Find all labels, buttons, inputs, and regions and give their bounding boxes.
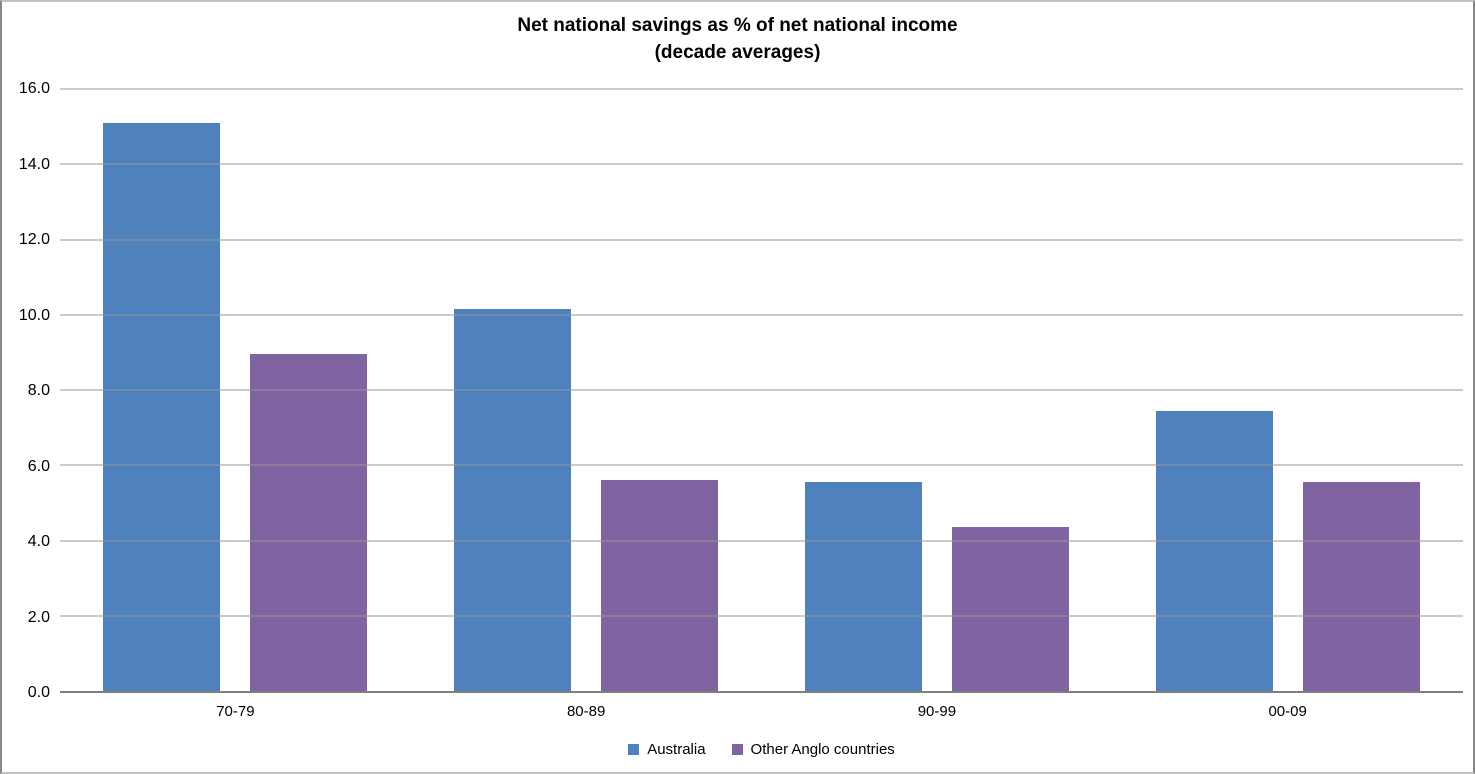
bar-group-00-09: [1112, 89, 1463, 691]
bar-group-80-89: [411, 89, 762, 691]
gridline-12.0: [60, 239, 1463, 240]
legend-item-other-anglo-countries: Other Anglo countries: [731, 740, 895, 758]
bar-group-90-99: [762, 89, 1113, 691]
legend-label: Australia: [647, 740, 706, 758]
y-axis-tick-label: 14.0: [18, 155, 50, 173]
chart-title-block: Net national savings as % of net nationa…: [2, 12, 1473, 66]
gridline-2.0: [60, 615, 1463, 617]
y-axis-tick-label: 10.0: [18, 306, 50, 324]
bar-australia-00-09: [1155, 410, 1273, 691]
bar-australia-90-99: [804, 482, 922, 691]
gridline-14.0: [60, 163, 1463, 165]
chart-title: Net national savings as % of net nationa…: [517, 15, 958, 36]
bar-australia-70-79: [103, 122, 221, 691]
chart-subtitle: (decade averages): [654, 42, 821, 63]
y-axis-tick-label: 16.0: [18, 80, 50, 97]
y-axis-tick-label: 12.0: [18, 231, 50, 248]
y-axis-tick-label: 8.0: [27, 382, 50, 399]
plot-area: [60, 88, 1463, 693]
bar-other-anglo-countries-90-99: [951, 527, 1069, 691]
bar-other-anglo-countries-70-79: [250, 354, 368, 691]
bars-layer: [60, 89, 1463, 691]
legend-swatch-icon: [628, 743, 640, 755]
legend: Australia Other Anglo countries: [60, 737, 1463, 761]
y-axis-tick-label: 6.0: [27, 457, 50, 475]
x-axis-tick-label: 80-89: [566, 703, 606, 720]
bar-other-anglo-countries-80-89: [601, 480, 718, 691]
legend-swatch-icon: [731, 743, 743, 755]
gridline-4.0: [60, 540, 1463, 541]
gridline-16.0: [60, 88, 1463, 90]
gridline-10.0: [60, 314, 1463, 316]
gridline-6.0: [60, 464, 1463, 466]
legend-label: Other Anglo countries: [750, 740, 895, 758]
y-axis: 0.0 2.0 4.0 6.0 8.0 10.0 12.0 14.0 16.0: [2, 81, 50, 701]
bar-australia-80-89: [454, 309, 572, 691]
legend-item-australia: Australia: [628, 740, 706, 758]
x-axis: 70-79 80-89 90-99 00-09: [60, 702, 1463, 722]
bar-group-70-79: [60, 89, 411, 691]
y-axis-tick-label: 4.0: [27, 533, 50, 550]
gridline-8.0: [60, 389, 1463, 391]
y-axis-tick-label: 0.0: [27, 684, 50, 701]
x-axis-tick-label: 70-79: [216, 703, 255, 720]
bar-other-anglo-countries-00-09: [1302, 482, 1420, 691]
x-axis-tick-label: 00-09: [1268, 703, 1307, 720]
y-axis-tick-label: 2.0: [27, 608, 50, 626]
x-axis-tick-label: 90-99: [917, 703, 957, 720]
